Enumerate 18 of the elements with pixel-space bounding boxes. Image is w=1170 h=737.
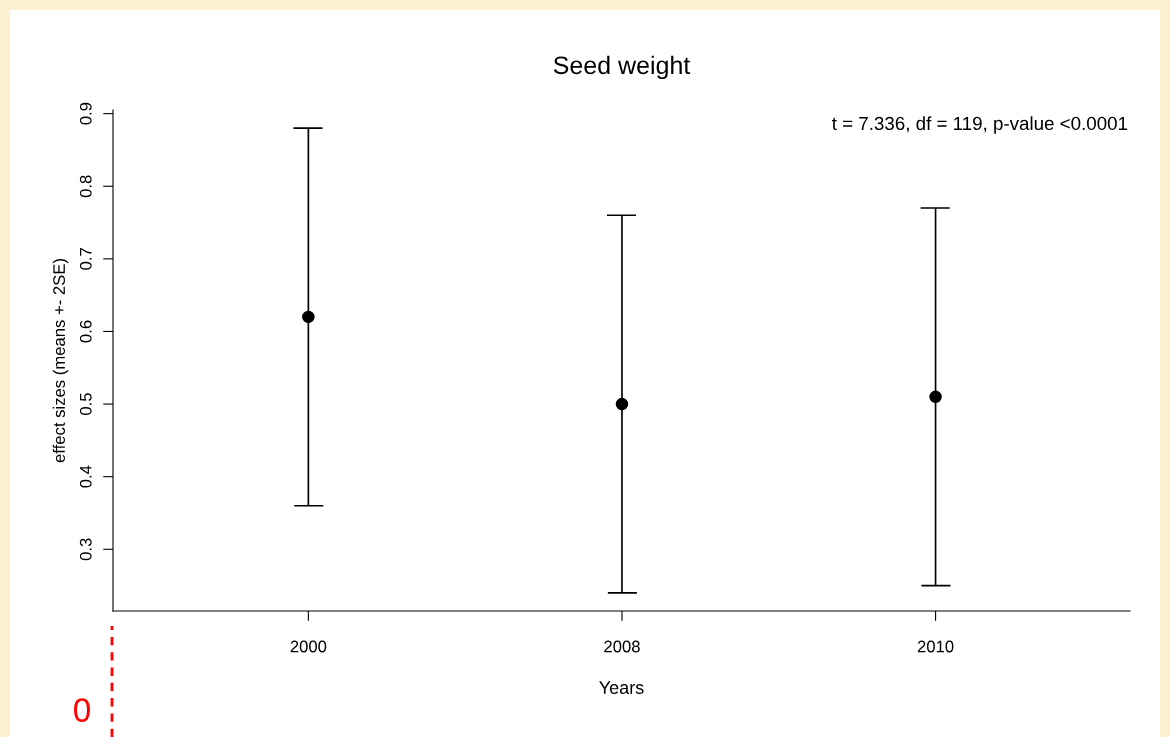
point <box>615 397 629 411</box>
y-tick-label: 0.9 <box>79 102 92 125</box>
x-axis-title: Years <box>599 681 644 694</box>
x-tick-label: 2010 <box>917 640 954 653</box>
annotation: t = 7.336, df = 119, p-value <0.0001 <box>832 116 1128 134</box>
point <box>302 310 315 324</box>
chart-title: Seed weight <box>553 55 691 80</box>
y-tick-label: 0.7 <box>79 248 92 270</box>
y-tick-label: 0.8 <box>79 175 92 198</box>
point <box>929 390 942 404</box>
y-tick-label: 0.5 <box>79 393 92 415</box>
text: 0 <box>74 698 90 722</box>
y-tick-label: 0.6 <box>79 320 92 343</box>
x-tick-label: 2008 <box>604 640 640 653</box>
x-tick-label: 2000 <box>290 640 327 653</box>
y-axis-title: effect sizes (means +- 2SE) <box>52 259 69 463</box>
y-tick-label: 0.3 <box>79 538 92 561</box>
y-tick-label: 0.4 <box>79 465 92 488</box>
